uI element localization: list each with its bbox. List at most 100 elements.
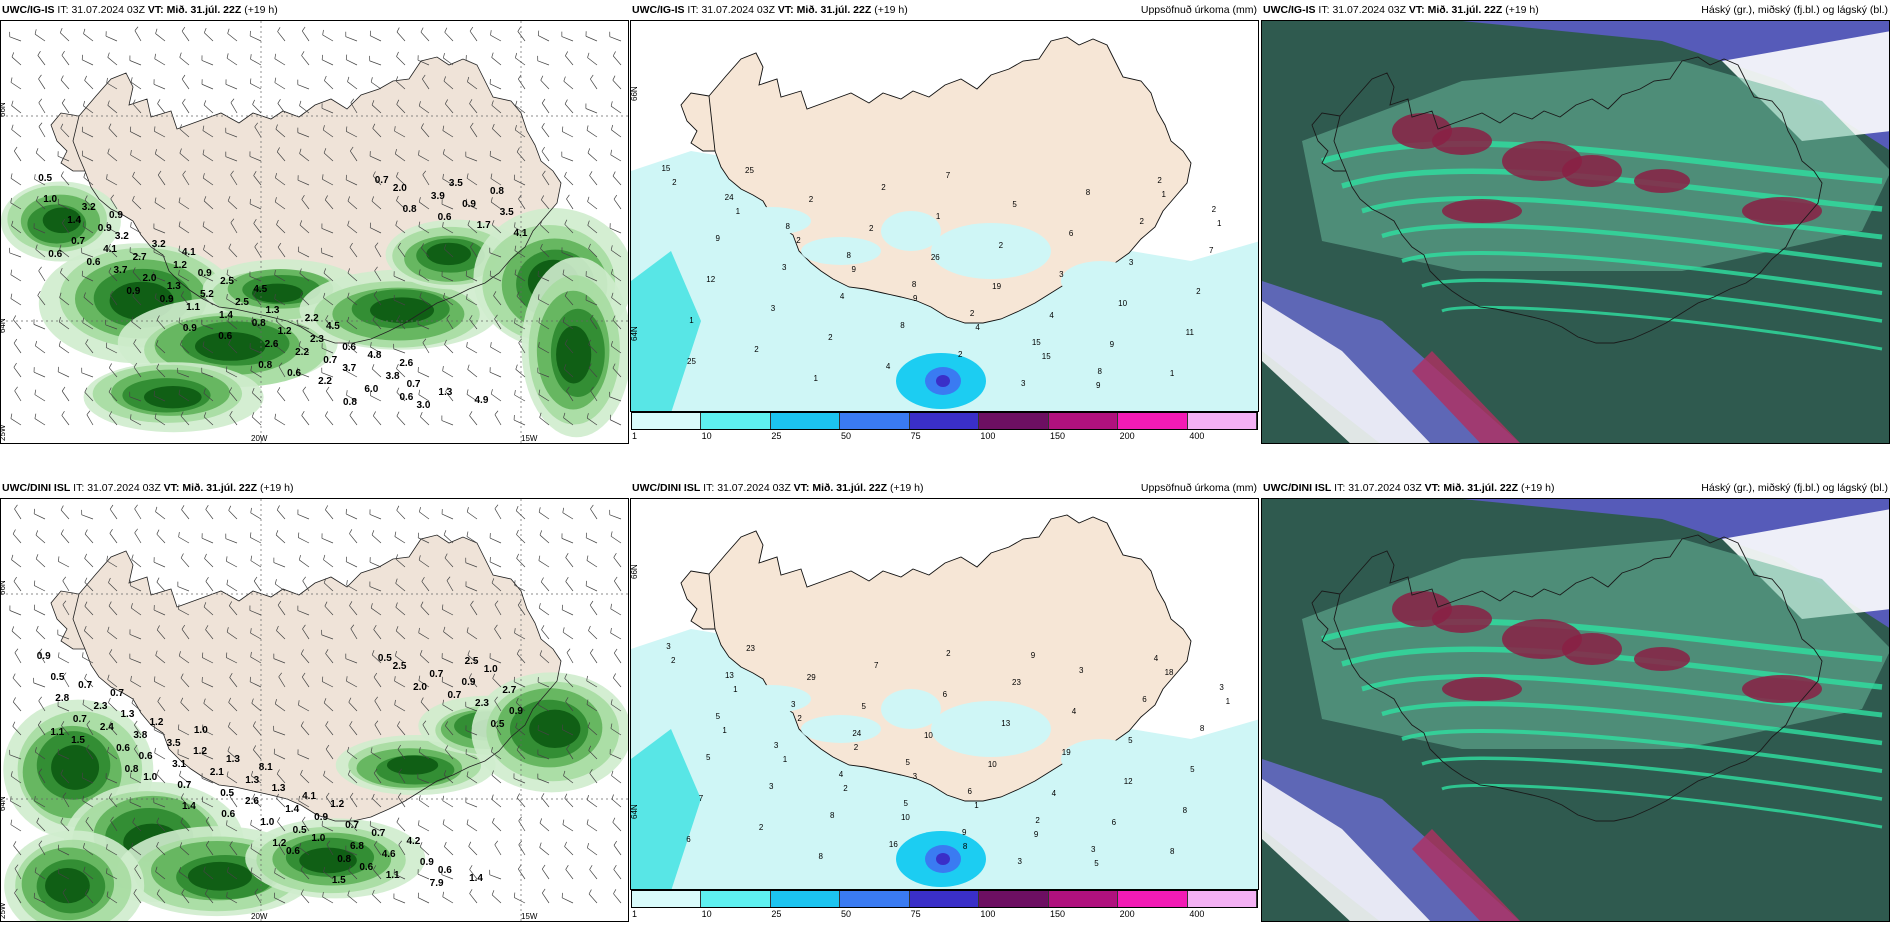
accum-value-label: 2 <box>809 195 814 204</box>
precip-value-label: 1.2 <box>272 838 286 849</box>
accum-value-label: 3 <box>1021 379 1026 388</box>
legend-tick-label: 25 <box>771 909 782 919</box>
lat-66-label: 66N <box>1 580 7 595</box>
accum-value-label: 11 <box>1186 328 1195 337</box>
panel-title: Háský (gr.), miðský (fj.bl.) og lágský (… <box>1701 482 1888 494</box>
accum-value-label: 9 <box>1110 340 1115 349</box>
lead-time: (+19 h) <box>874 4 908 16</box>
precip-value-label: 0.9 <box>37 651 51 662</box>
precip-value-label: 0.9 <box>126 286 140 297</box>
precip-value-label: 1.4 <box>67 215 81 226</box>
precip-value-label: 0.5 <box>293 825 307 836</box>
precip-value-label: 3.7 <box>342 363 356 374</box>
precip-value-label: 1.0 <box>311 833 325 844</box>
accum-value-label: 8 <box>1200 724 1205 733</box>
accum-value-label: 2 <box>1196 287 1201 296</box>
precip-value-label: 0.8 <box>258 360 272 371</box>
panel-title: Uppsöfnuð úrkoma (mm) <box>1140 4 1257 16</box>
accum-value-label: 18 <box>1165 668 1174 677</box>
legend-color-swatch <box>770 413 841 429</box>
precip-value-label: 0.8 <box>403 204 417 215</box>
precip-value-label: 3.0 <box>416 400 430 411</box>
init-time: 31.07.2024 03Z <box>717 482 791 494</box>
accum-value-label: 5 <box>904 799 909 808</box>
legend-color-swatch <box>701 413 771 429</box>
accum-value-label: 5 <box>716 712 721 721</box>
precip-value-label: 0.6 <box>342 342 356 353</box>
precip-value-label: 1.7 <box>477 220 491 231</box>
precip-value-label: 0.6 <box>287 368 301 379</box>
precip-value-label: 0.6 <box>359 862 373 873</box>
precip-value-label: 5.2 <box>200 289 214 300</box>
panel-header: UWC/IG-IS IT: 31.07.2024 03Z VT: Mið. 31… <box>630 0 1259 20</box>
lat-64-label: 64N <box>631 326 639 341</box>
legend-color-swatch <box>840 891 910 907</box>
legend-color-swatch <box>840 413 910 429</box>
accum-value-label: 9 <box>913 294 918 303</box>
legend-color-swatch <box>909 891 980 907</box>
accum-value-label: 4 <box>1072 707 1077 716</box>
accum-value-label: 6 <box>1069 229 1074 238</box>
precip-value-label: 8.1 <box>259 762 273 773</box>
accum-value-label: 6 <box>1142 695 1147 704</box>
precip-value-label: 0.8 <box>490 186 504 197</box>
precip-value-label: 2.1 <box>210 767 224 778</box>
accum-value-label: 8 <box>847 251 852 260</box>
precip-value-label: 4.5 <box>326 321 340 332</box>
accum-value-label: 2 <box>671 656 676 665</box>
accum-value-label: 19 <box>992 282 1001 291</box>
accum-value-label: 7 <box>699 794 704 803</box>
accum-value-label: 6 <box>943 690 948 699</box>
accum-value-label: 2 <box>854 743 859 752</box>
precip-value-label: 0.6 <box>221 809 235 820</box>
accum-value-label: 25 <box>687 357 696 366</box>
legend-tick-label: 200 <box>1119 431 1135 441</box>
accum-value-label: 5 <box>706 753 711 762</box>
precip-value-label: 1.5 <box>71 735 85 746</box>
accum-value-label: 2 <box>796 236 801 245</box>
accum-value-label: 16 <box>889 840 898 849</box>
accum-value-label: 1 <box>1170 369 1175 378</box>
precip-value-label: 2.6 <box>399 358 413 369</box>
legend-color-swatch <box>909 413 980 429</box>
precip-value-label: 0.8 <box>125 764 139 775</box>
panel-bottom-left-wind-precip: UWC/DINI ISL IT: 31.07.2024 03Z VT: Mið.… <box>0 478 629 922</box>
accum-value-label: 24 <box>852 729 861 738</box>
precip-value-label: 4.1 <box>182 247 196 258</box>
precip-value-label: 0.9 <box>98 223 112 234</box>
precip-value-label: 0.5 <box>378 653 392 664</box>
panel-bottom-middle-accum-precip: UWC/DINI ISL IT: 31.07.2024 03Z VT: Mið.… <box>630 478 1259 922</box>
accum-value-label: 7 <box>1209 246 1214 255</box>
precip-value-label: 0.6 <box>48 249 62 260</box>
legend-color-swatch <box>701 891 771 907</box>
precip-value-label: 1.4 <box>285 804 299 815</box>
accum-value-label: 5 <box>1128 736 1133 745</box>
precip-value-label: 4.6 <box>382 849 396 860</box>
precip-value-label: 4.1 <box>513 228 527 239</box>
precip-value-label: 0.6 <box>139 751 153 762</box>
precip-value-label: 0.9 <box>462 199 476 210</box>
legend-tick-label: 150 <box>1050 909 1066 919</box>
accum-value-label: 3 <box>771 304 776 313</box>
panel-header: UWC/IG-IS IT: 31.07.2024 03Z VT: Mið. 31… <box>1261 0 1890 20</box>
precip-value-label: 2.3 <box>310 334 324 345</box>
legend-color-swatch <box>979 891 1049 907</box>
precip-value-label: 3.8 <box>133 730 147 741</box>
legend-ticks: 1 10 25 50 75 100 150 200 400 <box>630 431 1259 443</box>
accum-value-label: 8 <box>818 852 823 861</box>
accum-value-label: 1 <box>1226 697 1231 706</box>
valid-time: Mið. 31.júl. 22Z <box>812 482 888 494</box>
accum-value-label: 5 <box>861 702 866 711</box>
precip-value-label: 0.7 <box>110 688 124 699</box>
accum-value-label: 3 <box>1079 666 1084 675</box>
precip-value-label: 0.5 <box>50 672 64 683</box>
lon-20-label: 20W <box>251 912 268 921</box>
model-name: UWC/IG-IS <box>2 4 55 16</box>
precip-value-label: 0.6 <box>286 846 300 857</box>
panel-top-right-clouds: UWC/IG-IS IT: 31.07.2024 03Z VT: Mið. 31… <box>1261 0 1890 444</box>
precip-value-label: 0.8 <box>343 397 357 408</box>
lat-66-label: 66N <box>631 564 639 579</box>
accum-value-label: 12 <box>1124 777 1133 786</box>
valid-time: Mið. 31.júl. 22Z <box>1427 4 1503 16</box>
precip-value-label: 0.9 <box>198 268 212 279</box>
